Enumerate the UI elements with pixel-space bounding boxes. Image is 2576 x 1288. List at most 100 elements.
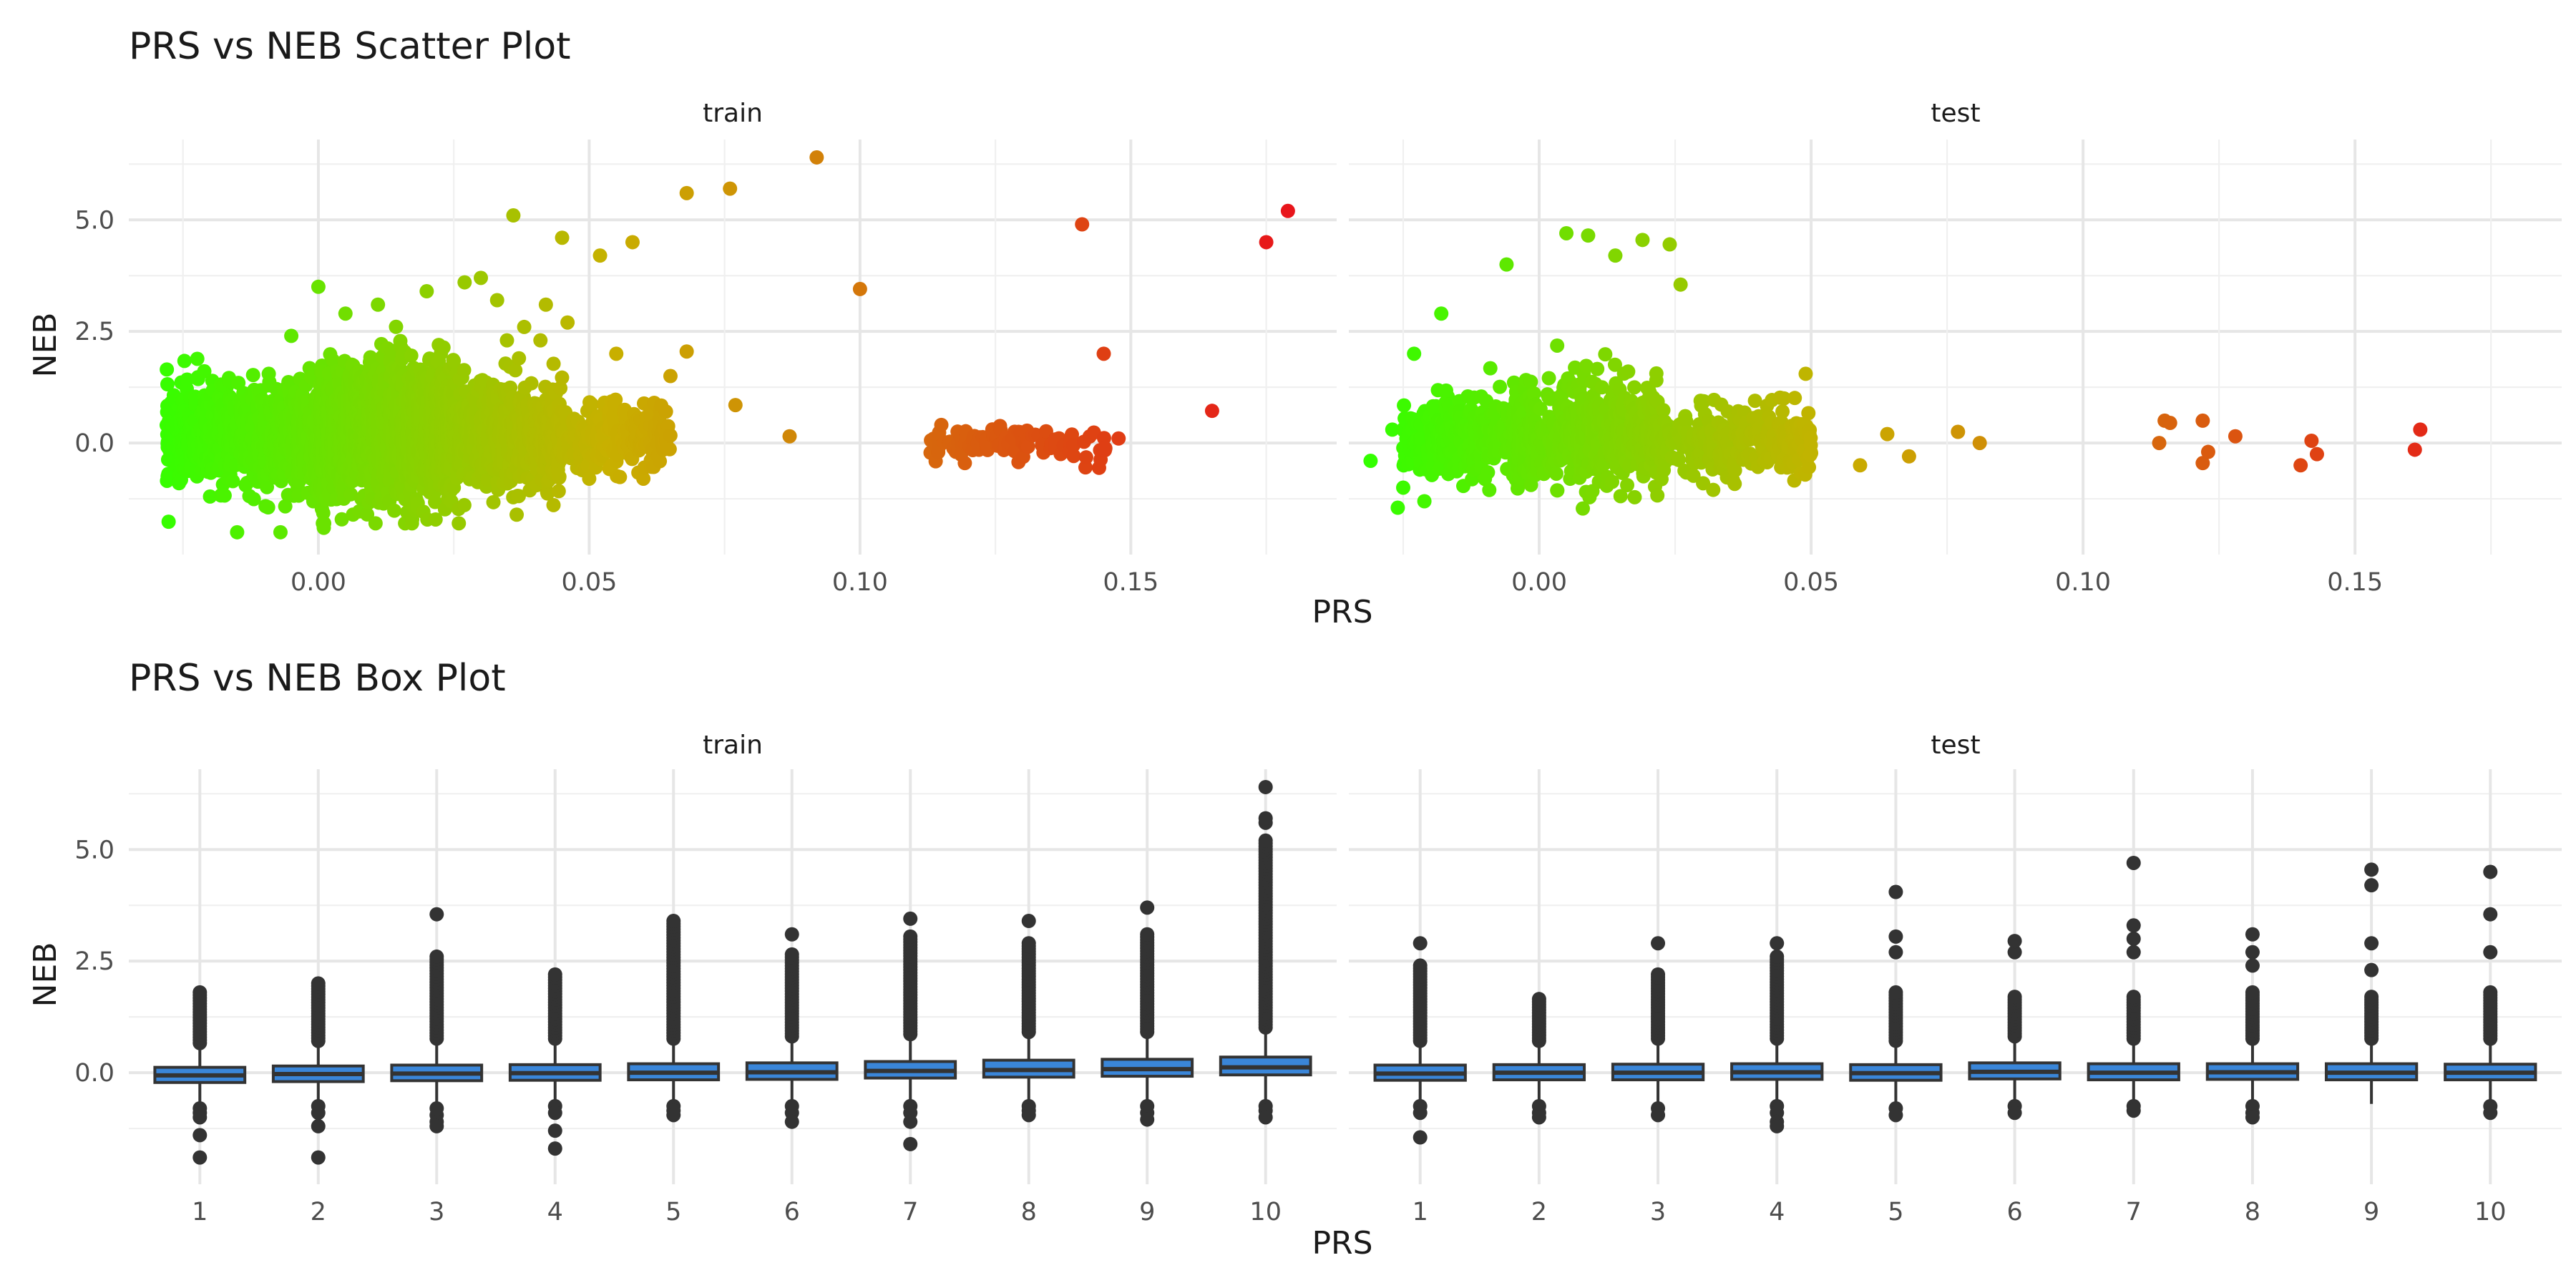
scatter-point: [679, 185, 694, 200]
scatter-point: [533, 333, 548, 348]
scatter-point: [1951, 424, 1966, 439]
scatter-point: [1901, 449, 1916, 464]
scatter-point: [457, 363, 472, 378]
box-outlier: [192, 985, 208, 1000]
scatter-point: [1627, 380, 1642, 395]
scatter-point: [317, 516, 332, 531]
scatter-y-tick-label: 0.0: [74, 429, 114, 458]
scatter-point: [2162, 416, 2177, 431]
scatter-point: [2293, 458, 2308, 473]
box-x-tick-label: 6: [784, 1198, 800, 1226]
scatter-point: [1397, 398, 1412, 413]
box-train-1: [153, 985, 247, 1165]
scatter-strip-train: train: [703, 99, 763, 128]
scatter-point: [203, 489, 218, 504]
scatter-strip-test: test: [1931, 99, 1980, 128]
scatter-point: [1673, 277, 1688, 292]
box-outlier: [547, 967, 562, 982]
scatter-point: [1590, 361, 1605, 376]
scatter-point: [613, 469, 628, 484]
scatter-point: [1075, 217, 1090, 232]
scatter-x-tick-label: 0.10: [832, 568, 888, 597]
scatter-point: [1493, 379, 1508, 394]
box-outlier: [666, 914, 681, 929]
scatter-point: [2304, 433, 2319, 448]
scatter-point: [1650, 488, 1665, 503]
scatter-x-axis-title: PRS: [1312, 594, 1372, 630]
scatter-point: [1550, 338, 1565, 353]
box-x-tick-label: 9: [1139, 1198, 1155, 1226]
scatter-point: [1259, 235, 1274, 250]
scatter-point: [1066, 449, 1081, 464]
scatter-y-tick-label: 2.5: [74, 318, 114, 346]
box-outlier: [547, 1141, 562, 1156]
box-outlier: [311, 1118, 326, 1133]
box-x-tick-label: 2: [311, 1198, 326, 1226]
scatter-point: [1798, 366, 1813, 381]
scatter-point: [284, 328, 299, 343]
scatter-point: [368, 516, 383, 531]
scatter-x-tick-label: 0.00: [291, 568, 346, 597]
scatter-point: [1559, 225, 1574, 240]
scatter-point: [957, 456, 972, 471]
scatter-point: [1280, 203, 1295, 218]
scatter-point: [1649, 366, 1664, 381]
scatter-point: [809, 150, 824, 165]
scatter-point: [1390, 500, 1405, 515]
scatter-point: [546, 497, 561, 512]
scatter-point: [1787, 391, 1802, 406]
scatter-point: [457, 497, 472, 512]
scatter-point: [625, 235, 640, 250]
scatter-point: [1706, 482, 1721, 497]
scatter-point: [517, 319, 532, 334]
scatter-point: [506, 208, 521, 223]
scatter-point: [316, 505, 331, 520]
box-outlier: [192, 1150, 208, 1165]
scatter-point: [1608, 248, 1623, 263]
scatter-y-axis-title: NEB: [27, 313, 64, 378]
scatter-point: [723, 181, 738, 196]
scatter-point: [389, 319, 404, 334]
box-outlier: [784, 927, 799, 942]
scatter-x-tick-label: 0.15: [1103, 568, 1158, 597]
scatter-point: [1598, 347, 1613, 362]
box-outlier: [784, 1114, 799, 1129]
box-y-tick-label: 5.0: [74, 836, 114, 864]
box-outlier: [429, 949, 444, 964]
scatter-point: [177, 353, 192, 369]
box-strip-train: train: [703, 731, 763, 760]
scatter-point: [190, 351, 205, 366]
scatter-title: PRS vs NEB Scatter Plot: [129, 25, 571, 68]
scatter-point: [560, 315, 575, 330]
box-outlier: [784, 947, 799, 962]
box-outlier: [547, 1123, 562, 1138]
box-outlier: [429, 907, 444, 922]
scatter-x-tick-label: 0.10: [2055, 568, 2111, 597]
scatter-point: [1550, 483, 1565, 498]
scatter-point: [436, 340, 451, 355]
scatter-point: [1434, 306, 1449, 321]
scatter-point: [499, 333, 514, 348]
scatter-point: [1802, 459, 1817, 474]
box-outlier: [192, 1110, 208, 1125]
scatter-point: [1880, 426, 1895, 441]
scatter-point: [663, 369, 678, 384]
box-y-tick-label: 0.0: [74, 1059, 114, 1088]
scatter-point: [387, 503, 402, 518]
scatter-point: [551, 484, 566, 499]
box-x-tick-label: 5: [665, 1198, 681, 1226]
box-train-5: [627, 914, 721, 1123]
box-outlier: [547, 1106, 562, 1121]
box-x-tick-label: 10: [1249, 1198, 1282, 1226]
scatter-point: [1078, 450, 1093, 465]
box-outlier: [192, 1128, 208, 1143]
scatter-point: [1098, 441, 1113, 456]
scatter-x-tick-label: 0.05: [561, 568, 617, 597]
scatter-point: [160, 362, 175, 377]
box-y-tick-label: 2.5: [74, 947, 114, 976]
scatter-point: [2407, 442, 2422, 457]
scatter-point: [1096, 346, 1111, 361]
box-outlier: [311, 1106, 326, 1121]
box-train-7: [864, 911, 957, 1151]
scatter-point: [658, 404, 673, 419]
